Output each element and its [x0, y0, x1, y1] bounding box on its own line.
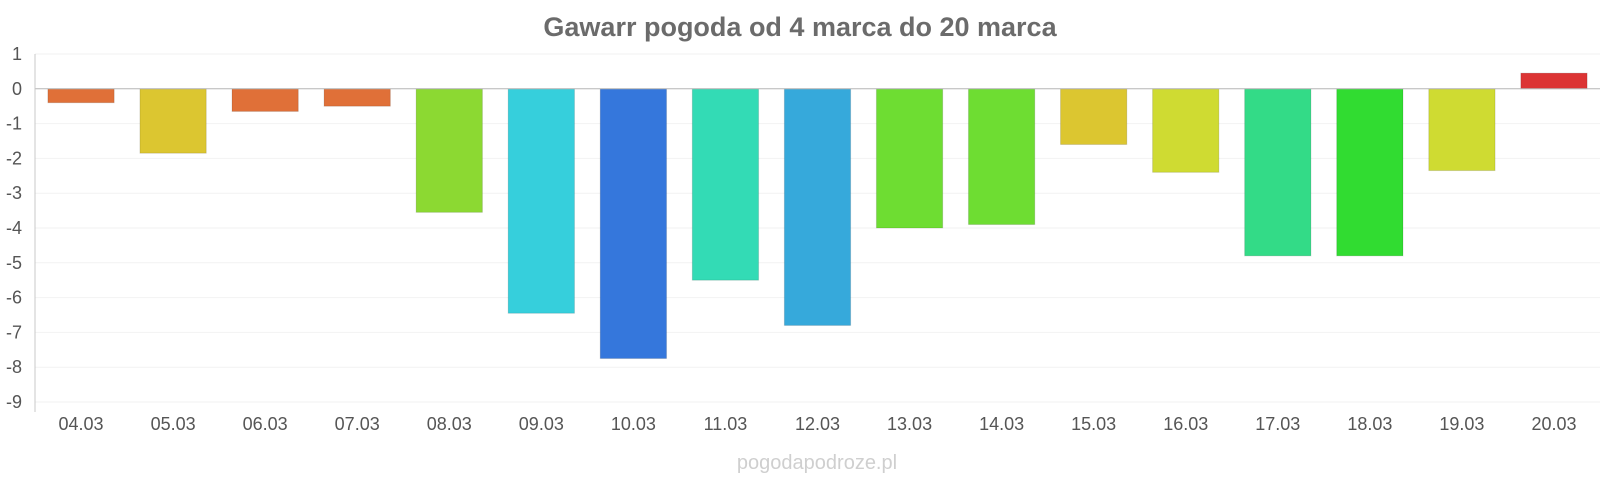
bar-05.03: [139, 88, 207, 154]
y-tick-labels: 1 0 -1 -2 -3 -4 -5 -6 -7 -8 -9: [6, 44, 22, 412]
x-tick-label: 12.03: [795, 414, 840, 434]
bar-11.03: [691, 88, 760, 281]
chart-title: Gawarr pogoda od 4 marca do 20 marca: [543, 12, 1057, 42]
y-tick-label: -7: [6, 322, 22, 342]
y-tick-label: -6: [6, 288, 22, 308]
x-tick-label: 10.03: [611, 414, 656, 434]
bar-20.03: [1520, 72, 1588, 90]
y-tick-label: -4: [6, 218, 22, 238]
x-tick-label: 13.03: [887, 414, 932, 434]
bar-07.03: [323, 88, 391, 107]
watermark: pogodapodroze.pl: [737, 452, 897, 474]
bar-17.03: [1244, 88, 1312, 257]
x-tick-label: 17.03: [1255, 414, 1300, 434]
y-tick-label: -1: [6, 114, 22, 134]
bar-14.03: [967, 88, 1036, 226]
x-tick-label: 16.03: [1163, 414, 1208, 434]
x-tick-label: 19.03: [1439, 414, 1484, 434]
bar-10.03: [599, 88, 668, 360]
x-tick-label: 18.03: [1347, 414, 1392, 434]
x-tick-label: 07.03: [335, 414, 380, 434]
x-tick-label: 05.03: [151, 414, 196, 434]
x-tick-label: 11.03: [704, 414, 748, 434]
bar-04.03: [47, 88, 115, 104]
bar-16.03: [1152, 88, 1220, 173]
bar-15.03: [1060, 88, 1128, 145]
x-tick-label: 15.03: [1071, 414, 1116, 434]
x-tick-label: 04.03: [59, 414, 104, 434]
x-tick-label: 20.03: [1531, 414, 1576, 434]
y-tick-label: -8: [6, 357, 22, 377]
bar-09.03: [507, 88, 575, 314]
axes: [34, 54, 1600, 412]
y-tick-label: -5: [6, 253, 22, 273]
bar-18.03: [1336, 88, 1404, 257]
bar-08.03: [415, 88, 483, 213]
bar-19.03: [1428, 88, 1496, 172]
x-tick-label: 06.03: [243, 414, 288, 434]
x-tick-labels: 04.03 05.03 06.03 07.03 08.03 09.03 10.03 11.03…: [59, 414, 1577, 434]
x-tick-label: 09.03: [519, 414, 564, 434]
y-tick-label: -9: [6, 392, 22, 412]
bar-12.03: [783, 88, 852, 326]
x-tick-label: 08.03: [427, 414, 472, 434]
y-tick-label: -2: [6, 148, 22, 168]
x-tick-label: 14.03: [979, 414, 1024, 434]
y-tick-label: 0: [12, 79, 22, 99]
bar-06.03: [231, 88, 299, 112]
y-tick-label: 1: [12, 44, 22, 64]
y-tick-label: -3: [6, 183, 22, 203]
bars: [47, 72, 1588, 360]
bar-13.03: [875, 88, 944, 229]
